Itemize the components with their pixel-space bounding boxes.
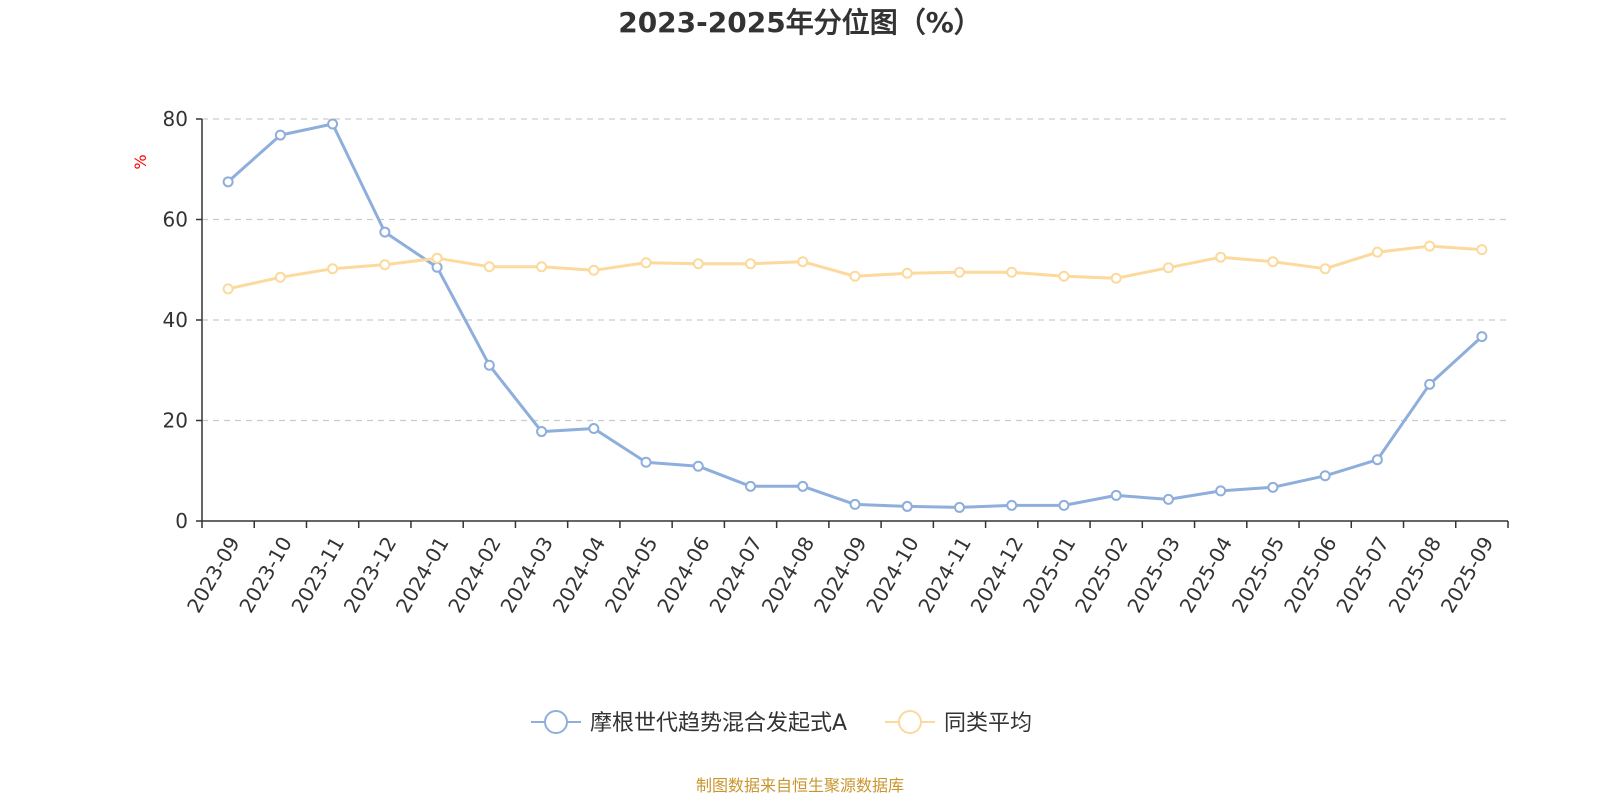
- data-point[interactable]: [1110, 272, 1122, 284]
- data-point[interactable]: [901, 500, 913, 512]
- y-tick-label: 80: [163, 107, 188, 131]
- legend-label: 同类平均: [944, 711, 1032, 736]
- y-tick-label: 0: [175, 509, 188, 533]
- data-point[interactable]: [953, 501, 965, 513]
- data-point[interactable]: [1162, 262, 1174, 274]
- data-point[interactable]: [431, 261, 443, 273]
- data-point[interactable]: [692, 460, 704, 472]
- data-point[interactable]: [797, 480, 809, 492]
- data-point[interactable]: [1476, 331, 1488, 343]
- data-source-note: 制图数据来自恒生聚源数据库: [696, 776, 904, 795]
- data-point[interactable]: [327, 263, 339, 275]
- data-point[interactable]: [849, 270, 861, 282]
- data-point[interactable]: [1006, 499, 1018, 511]
- data-point[interactable]: [274, 271, 286, 283]
- data-point[interactable]: [1110, 489, 1122, 501]
- series-1: [222, 240, 1488, 295]
- data-point[interactable]: [1058, 499, 1070, 511]
- data-point[interactable]: [588, 423, 600, 435]
- data-point[interactable]: [1215, 485, 1227, 497]
- data-point[interactable]: [953, 266, 965, 278]
- data-point[interactable]: [536, 426, 548, 438]
- data-point[interactable]: [640, 257, 652, 269]
- data-point[interactable]: [1215, 251, 1227, 263]
- data-point[interactable]: [1162, 493, 1174, 505]
- data-point[interactable]: [1267, 481, 1279, 493]
- y-axis-unit: %: [131, 154, 150, 169]
- y-tick-labels: 0 20 40 60 80: [163, 107, 202, 533]
- legend-circle-icon: [898, 710, 922, 734]
- data-point[interactable]: [1424, 378, 1436, 390]
- data-point[interactable]: [483, 359, 495, 371]
- legend-circle-icon: [544, 710, 568, 734]
- data-point[interactable]: [1476, 244, 1488, 256]
- data-point[interactable]: [1319, 470, 1331, 482]
- data-point[interactable]: [745, 480, 757, 492]
- data-point[interactable]: [379, 259, 391, 271]
- data-point[interactable]: [222, 176, 234, 188]
- data-point[interactable]: [1371, 246, 1383, 258]
- data-point[interactable]: [692, 258, 704, 270]
- data-point[interactable]: [1319, 263, 1331, 275]
- data-point[interactable]: [536, 261, 548, 273]
- data-point[interactable]: [1371, 454, 1383, 466]
- data-point[interactable]: [431, 252, 443, 264]
- data-point[interactable]: [1058, 270, 1070, 282]
- y-tick-label: 60: [163, 208, 188, 232]
- data-point[interactable]: [379, 226, 391, 238]
- data-point[interactable]: [588, 264, 600, 276]
- legend-label: 摩根世代趋势混合发起式A: [590, 711, 847, 736]
- data-point[interactable]: [483, 261, 495, 273]
- data-point[interactable]: [797, 256, 809, 268]
- data-point[interactable]: [274, 129, 286, 141]
- data-point[interactable]: [1006, 266, 1018, 278]
- data-point[interactable]: [1267, 256, 1279, 268]
- grid-lines: [202, 118, 1508, 422]
- legend-item[interactable]: 摩根世代趋势混合发起式A: [531, 710, 847, 736]
- series-layer: [222, 118, 1488, 513]
- y-tick-label: 20: [163, 409, 188, 433]
- legend-item[interactable]: 同类平均: [885, 710, 1032, 736]
- data-point[interactable]: [849, 498, 861, 510]
- data-point[interactable]: [222, 283, 234, 295]
- data-point[interactable]: [1424, 240, 1436, 252]
- series-0: [222, 118, 1488, 513]
- data-point[interactable]: [327, 118, 339, 130]
- chart-title: 2023-2025年分位图（%）: [618, 6, 982, 39]
- y-tick-label: 40: [163, 308, 188, 332]
- series-line: [227, 122, 1483, 509]
- data-point[interactable]: [901, 267, 913, 279]
- x-tick-labels: 2023-092023-102023-112023-122024-012024-…: [182, 521, 1509, 617]
- legend[interactable]: 摩根世代趋势混合发起式A 同类平均: [531, 710, 1032, 736]
- data-point[interactable]: [745, 258, 757, 270]
- data-point[interactable]: [640, 456, 652, 468]
